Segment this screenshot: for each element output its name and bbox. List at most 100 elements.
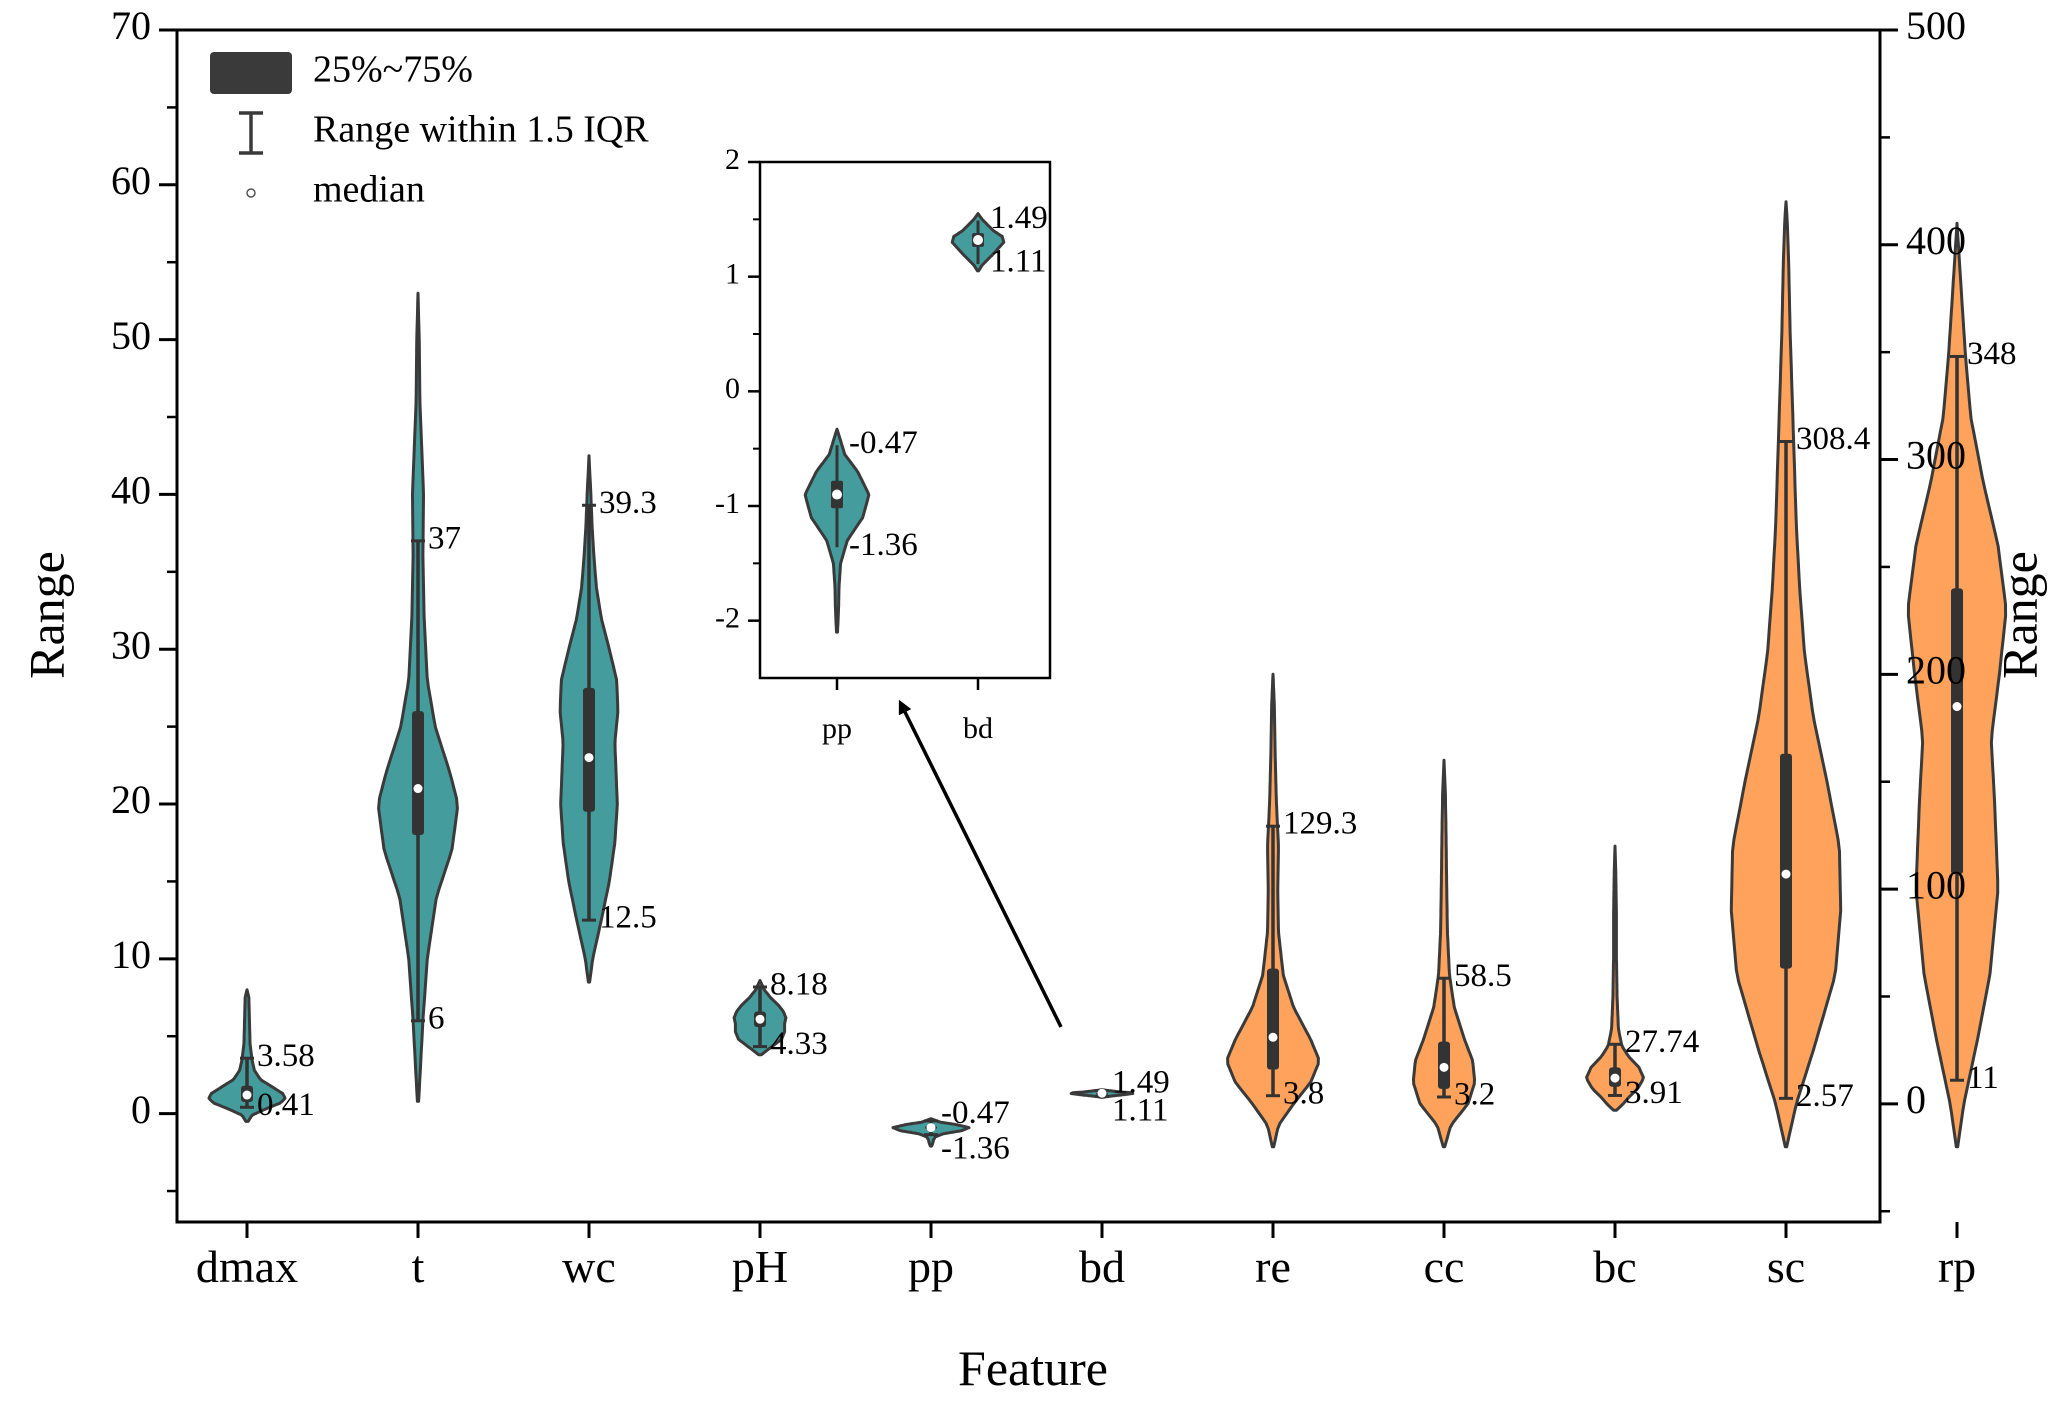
iqr-box <box>1951 588 1963 875</box>
inset-y-tick-label: -2 <box>715 602 740 635</box>
y-axis-title-left: Range <box>18 551 74 679</box>
inset-plot: -2 -1 0 1 2 -0.47 -1.36 pp 1.49 1.11 bd <box>715 143 1063 1028</box>
x-tick-label: bd <box>1079 1241 1125 1292</box>
x-tick-label: rp <box>1938 1241 1976 1292</box>
violin-wc: 39.3 12.5 <box>558 454 657 984</box>
inset-y-tick-label: 0 <box>725 372 740 405</box>
y-tick-label-right: 300 <box>1906 433 1966 478</box>
y-tick-label-right: 400 <box>1906 218 1966 263</box>
violin-pH: 8.18 4.33 <box>732 967 828 1062</box>
violin-re: 129.3 3.8 <box>1226 672 1357 1149</box>
legend-label: Range within 1.5 IQR <box>313 109 649 151</box>
y-tick-label-left: 0 <box>131 1087 151 1132</box>
iqr-box <box>583 687 595 812</box>
legend-label: 25%~75% <box>313 49 473 91</box>
legend: 25%~75% Range within 1.5 IQR median <box>210 49 649 211</box>
x-tick-label: t <box>412 1241 425 1292</box>
x-tick-label: sc <box>1767 1241 1805 1292</box>
y-tick-label-left: 30 <box>111 622 151 667</box>
violin-pp: -0.47-1.36 <box>891 1095 1010 1167</box>
value-label-low: 2.57 <box>1796 1078 1854 1114</box>
value-label-low: 3.2 <box>1454 1077 1495 1113</box>
violin-rp: 348 11 <box>1906 221 2017 1149</box>
value-label-high: 8.18 <box>770 967 828 1003</box>
value-label-low: 3.8 <box>1283 1075 1324 1111</box>
x-tick-label: pH <box>732 1241 788 1292</box>
inset-value-label-low: 1.11 <box>990 244 1047 280</box>
inset-value-label-high: 1.49 <box>990 200 1048 236</box>
median-point <box>1610 1073 1620 1083</box>
y-tick-label-right: 0 <box>1906 1077 1926 1122</box>
y-tick-label-left: 50 <box>111 313 151 358</box>
inset-y-tick-label: 1 <box>725 258 740 291</box>
x-tick-label: wc <box>562 1241 616 1292</box>
violins-layer: 3.580.4137639.312.58.184.33-0.47-1.361.4… <box>207 200 2017 1167</box>
x-tick-label: pp <box>908 1241 954 1292</box>
violin-bd: 1.491.11 <box>1069 1065 1170 1128</box>
value-label-high: 27.74 <box>1625 1024 1699 1060</box>
inset-frame <box>758 160 1052 680</box>
legend-entry: Range within 1.5 IQR <box>239 109 649 155</box>
median-point <box>926 1123 936 1133</box>
median-point <box>973 234 983 245</box>
value-label-high: 37 <box>428 520 461 556</box>
value-label-high: -0.47 <box>941 1095 1010 1131</box>
violin-body <box>1585 844 1645 1112</box>
y-tick-label-left: 10 <box>111 932 151 977</box>
value-label-high: 1.49 <box>1112 1065 1170 1101</box>
value-label-low: 12.5 <box>599 900 657 936</box>
median-point <box>1781 869 1791 879</box>
violin-bc: 27.74 3.91 <box>1585 844 1699 1112</box>
x-axis-title: Feature <box>958 1340 1108 1396</box>
iqr-box <box>1267 968 1279 1070</box>
x-tick-label: bc <box>1593 1241 1636 1292</box>
median-point <box>242 1090 252 1100</box>
violin-body <box>207 988 287 1123</box>
value-label-high: 348 <box>1967 336 2017 372</box>
median-point <box>832 489 842 500</box>
y-tick-label-right: 500 <box>1906 3 1966 48</box>
violin-dmax: 3.58 0.41 <box>207 988 315 1123</box>
y-tick-label-left: 20 <box>111 777 151 822</box>
x-tick-label: dmax <box>196 1241 298 1292</box>
legend-box-swatch <box>210 52 292 94</box>
inset-value-label-high: -0.47 <box>849 425 918 461</box>
plot-frame <box>175 28 1882 1224</box>
value-label-high: 129.3 <box>1283 806 1357 842</box>
value-label-high: 308.4 <box>1796 421 1870 457</box>
value-label-low: 0.41 <box>257 1087 315 1123</box>
value-label-low: 11 <box>1967 1060 1999 1096</box>
inset-y-tick-label: 2 <box>725 143 740 176</box>
violin-t: 37 6 <box>377 291 461 1103</box>
value-label-high: 39.3 <box>599 485 657 521</box>
inset-arrow <box>898 699 1063 1028</box>
iqr-box <box>412 711 424 835</box>
median-point <box>755 1014 765 1024</box>
median-point <box>1952 702 1962 712</box>
violin-body <box>1412 758 1476 1149</box>
iqr-box <box>1780 753 1792 969</box>
inset-violin-bd: 1.49 1.11 <box>950 200 1048 280</box>
y-tick-label-left: 70 <box>111 3 151 48</box>
y-tick-label-right: 200 <box>1906 647 1966 692</box>
inset-x-tick-label: bd <box>963 712 993 745</box>
legend-label: median <box>313 169 425 211</box>
value-label-high: 58.5 <box>1454 958 1512 994</box>
y-axis-title-right: Range <box>1991 551 2047 679</box>
value-label-low: 4.33 <box>770 1026 828 1062</box>
median-point <box>1439 1062 1449 1072</box>
legend-median-swatch <box>246 188 256 198</box>
value-label-high: 3.58 <box>257 1038 315 1074</box>
y-tick-label-left: 60 <box>111 158 151 203</box>
violin-sc: 308.4 2.57 <box>1729 200 1870 1149</box>
value-label-low: -1.36 <box>941 1131 1010 1167</box>
axis-titles: Feature Range Range <box>18 551 2047 1396</box>
median-point <box>1268 1032 1278 1042</box>
median-point <box>413 784 423 794</box>
inset-y-tick-label: -1 <box>715 487 740 520</box>
y-tick-label-right: 100 <box>1906 862 1966 907</box>
value-label-low: 6 <box>428 1000 445 1036</box>
legend-entry: 25%~75% <box>210 49 473 94</box>
